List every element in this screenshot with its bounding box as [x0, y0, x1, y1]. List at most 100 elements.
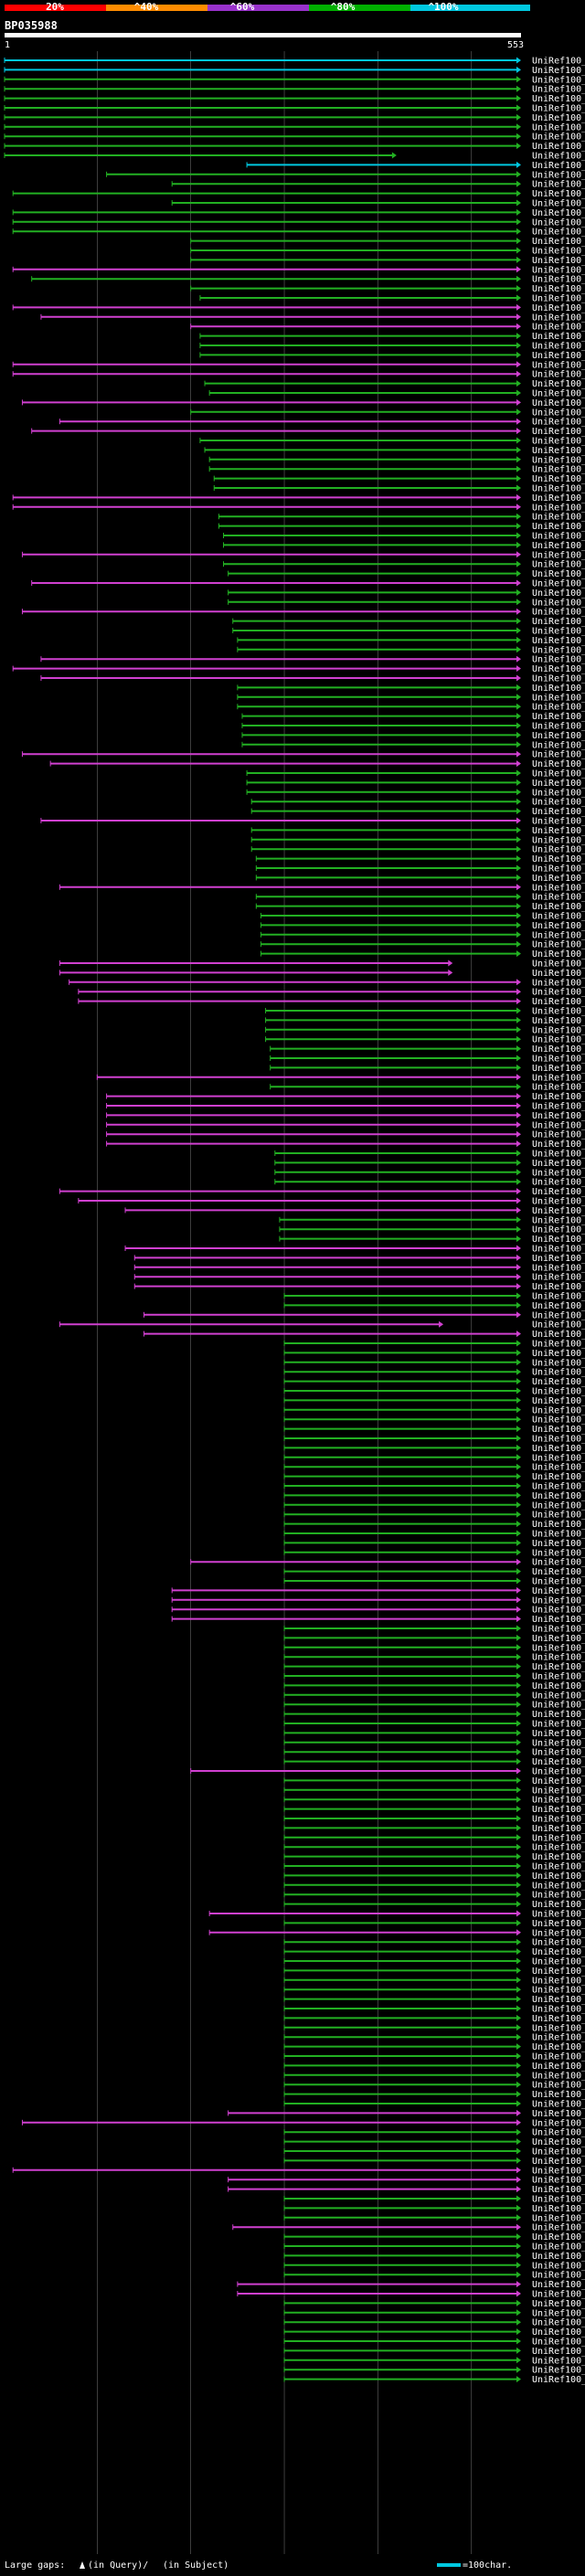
- hit-label[interactable]: UniRef100_B7FN69: [532, 152, 585, 162]
- hit-row[interactable]: UniRef100_B0D0U8: [283, 2366, 585, 2376]
- hit-label[interactable]: UniRef100_B2IDC2: [532, 1387, 585, 1397]
- hit-label[interactable]: UniRef100_A4ZEL6: [532, 1330, 585, 1340]
- hit-label[interactable]: UniRef100_C6T8X6: [532, 1368, 585, 1378]
- hit-label[interactable]: UniRef100_Q0J1H6: [532, 1595, 585, 1606]
- hit-row[interactable]: UniRef100_A8SLJ0: [31, 275, 585, 285]
- hit-row[interactable]: UniRef100_B9R4AC: [260, 949, 585, 959]
- hit-row[interactable]: UniRef100_A9TL02: [246, 788, 585, 798]
- hit-row[interactable]: UniRef100_A5B6T4: [283, 2195, 585, 2205]
- hit-label[interactable]: UniRef100_A6NBZ0: [532, 1092, 585, 1102]
- hit-label[interactable]: UniRef100_Q8LHW4: [532, 247, 585, 257]
- hit-label[interactable]: UniRef100_C1GMY9: [532, 2147, 585, 2157]
- hit-row[interactable]: UniRef100_Q9U270: [279, 1215, 585, 1225]
- hit-row[interactable]: UniRef100_Q39062: [260, 912, 585, 922]
- hit-label[interactable]: UniRef100_C5YFV3: [532, 1672, 585, 1682]
- hit-row[interactable]: UniRef100_C5G578: [283, 1891, 585, 1901]
- hit-row[interactable]: UniRef100_B7Z234: [69, 978, 585, 988]
- hit-label[interactable]: UniRef100_P49314: [532, 493, 585, 504]
- hit-label[interactable]: UniRef100_Q8VYM4: [532, 541, 585, 551]
- hit-row[interactable]: UniRef100_A6SHQ0: [283, 1900, 585, 1910]
- hit-label[interactable]: UniRef100_Q6EL07: [532, 437, 585, 447]
- hit-label[interactable]: UniRef100_Q9ZUU4: [532, 398, 585, 408]
- hit-label[interactable]: UniRef100_B4G1V3: [532, 1140, 585, 1150]
- hit-label[interactable]: UniRef100_A3I6H1: [532, 1995, 585, 2005]
- hit-row[interactable]: UniRef100_UP1000...: [283, 1776, 585, 1786]
- hit-label[interactable]: UniRef100_B6TI13: [532, 2185, 585, 2195]
- hit-row[interactable]: UniRef100_Q7TY98: [283, 1396, 585, 1406]
- hit-row[interactable]: UniRef100_Q7UEZ2: [283, 1292, 585, 1302]
- hit-row[interactable]: UniRef100_A3I6H1: [283, 1995, 585, 2005]
- hit-label[interactable]: UniRef100_Q94EM5: [532, 854, 585, 864]
- hit-row[interactable]: UniRef100_Q94EM5: [255, 854, 585, 864]
- hit-row[interactable]: UniRef100_B6TBK4: [260, 930, 585, 940]
- hit-label[interactable]: UniRef100_A5B9G1: [532, 1035, 585, 1045]
- hit-row[interactable]: UniRef100_A8TMG2: [283, 1748, 585, 1758]
- hit-row[interactable]: UniRef100_C2HTH5: [283, 1833, 585, 1843]
- hit-label[interactable]: UniRef100_A9CG16: [532, 2137, 585, 2147]
- hit-row[interactable]: UniRef100_UP1000...: [4, 94, 585, 104]
- hit-row[interactable]: UniRef100_A7PLZ2: [250, 807, 585, 817]
- hit-label[interactable]: UniRef100_Q5EUM6: [532, 1520, 585, 1530]
- hit-row[interactable]: UniRef100_B6S3S8: [190, 1558, 585, 1568]
- hit-row[interactable]: UniRef100_C6TER3: [58, 418, 585, 428]
- hit-label[interactable]: UniRef100_A2YY14: [532, 484, 585, 494]
- hit-row[interactable]: UniRef100_Q9Q6S3: [270, 1044, 585, 1055]
- hit-row[interactable]: UniRef100_A7P4F2: [241, 740, 585, 750]
- hit-label[interactable]: UniRef100_B7Z234: [532, 978, 585, 988]
- hit-row[interactable]: UniRef100_C1E5A3: [283, 1340, 585, 1350]
- hit-label[interactable]: UniRef100_Q43349-2: [532, 636, 585, 646]
- hit-label[interactable]: UniRef100_A9SE87: [532, 579, 585, 589]
- hit-row[interactable]: UniRef100_A9PFU9: [4, 122, 585, 133]
- hit-label[interactable]: UniRef100_C6T1J0: [532, 703, 585, 713]
- hit-label[interactable]: UniRef100_Q41834: [532, 798, 585, 808]
- hit-label[interactable]: UniRef100_A1SQP2: [532, 2090, 585, 2100]
- hit-label[interactable]: UniRef100_B6EN70: [532, 1310, 585, 1320]
- hit-label[interactable]: UniRef100_P29644: [532, 835, 585, 845]
- hit-row[interactable]: UniRef100_Q6SGR7: [283, 1710, 585, 1720]
- hit-label[interactable]: UniRef100_A1FWM4: [532, 2100, 585, 2110]
- hit-row[interactable]: UniRef100_A3AQP3: [12, 664, 585, 674]
- hit-row[interactable]: UniRef100_Q3MDY2: [283, 2308, 585, 2318]
- hit-label[interactable]: UniRef100_Q9LQS9: [532, 1500, 585, 1511]
- hit-row[interactable]: UniRef100_Q6V835: [223, 560, 585, 570]
- hit-label[interactable]: UniRef100_P19682: [532, 997, 585, 1007]
- hit-row[interactable]: UniRef100_A9P1T0: [190, 323, 585, 333]
- hit-label[interactable]: UniRef100_B3U434: [532, 2271, 585, 2281]
- hit-row[interactable]: UniRef100_UP1000...: [283, 1463, 585, 1473]
- hit-label[interactable]: UniRef100_C4J517: [532, 427, 585, 437]
- hit-row[interactable]: UniRef100_Q8F9S9: [255, 902, 585, 912]
- hit-row[interactable]: UniRef100_B9I1W6: [283, 2318, 585, 2328]
- hit-row[interactable]: UniRef100_A6NOD0: [270, 1064, 585, 1074]
- hit-row[interactable]: UniRef100_B4F8H7: [283, 1976, 585, 1986]
- hit-label[interactable]: UniRef100_Q4WBA2: [532, 1016, 585, 1026]
- hit-label[interactable]: UniRef100_C5XT84: [532, 303, 585, 313]
- hit-row[interactable]: UniRef100_Q6H443: [96, 1073, 585, 1083]
- hit-row[interactable]: UniRef100_Q43349-2: [237, 636, 585, 646]
- hit-label[interactable]: UniRef100_Q8L3H1: [532, 360, 585, 370]
- hit-row[interactable]: UniRef100_A3I4W9: [283, 2337, 585, 2348]
- hit-label[interactable]: UniRef100_B9I1W6: [532, 2318, 585, 2328]
- hit-row[interactable]: UniRef100_A3I2T5: [283, 1662, 585, 1672]
- hit-row[interactable]: UniRef100_B7FJ44: [270, 1083, 585, 1093]
- hit-row[interactable]: UniRef100_Q81989: [274, 1159, 585, 1169]
- hit-row[interactable]: UniRef100_C0H1E5: [283, 1625, 585, 1635]
- hit-row[interactable]: UniRef100_B7KR00: [283, 2375, 585, 2385]
- hit-row[interactable]: UniRef100_A4HRI4: [283, 1349, 585, 1359]
- hit-label[interactable]: UniRef100_A7Q0M1: [532, 503, 585, 513]
- hit-row[interactable]: UniRef100_C6TJX8: [4, 57, 585, 67]
- hit-label[interactable]: UniRef100_B9F9I4: [532, 1197, 585, 1207]
- hit-row[interactable]: UniRef100_P49314: [12, 493, 585, 504]
- hit-label[interactable]: UniRef100_Q0D940: [532, 465, 585, 475]
- hit-label[interactable]: UniRef100_Q04240: [532, 85, 585, 95]
- hit-label[interactable]: UniRef100_B7KEU0: [532, 2052, 585, 2062]
- hit-row[interactable]: UniRef100_A1YC78: [283, 2252, 585, 2262]
- hit-row[interactable]: UniRef100_Q93MH8: [274, 1168, 585, 1178]
- hit-label[interactable]: UniRef100_A9PEN4: [532, 133, 585, 143]
- hit-row[interactable]: UniRef100_B6TI13: [228, 2185, 585, 2195]
- hit-label[interactable]: UniRef100_Q9U270: [532, 1215, 585, 1225]
- hit-label[interactable]: UniRef100_C3VEQ8: [532, 2327, 585, 2337]
- hit-row[interactable]: UniRef100_B9EZA2: [283, 2042, 585, 2052]
- hit-label[interactable]: UniRef100_B4F8H7: [532, 1976, 585, 1986]
- hit-label[interactable]: UniRef100_A9EYW0: [532, 1511, 585, 1521]
- hit-label[interactable]: UniRef100_B4FL30: [532, 199, 585, 209]
